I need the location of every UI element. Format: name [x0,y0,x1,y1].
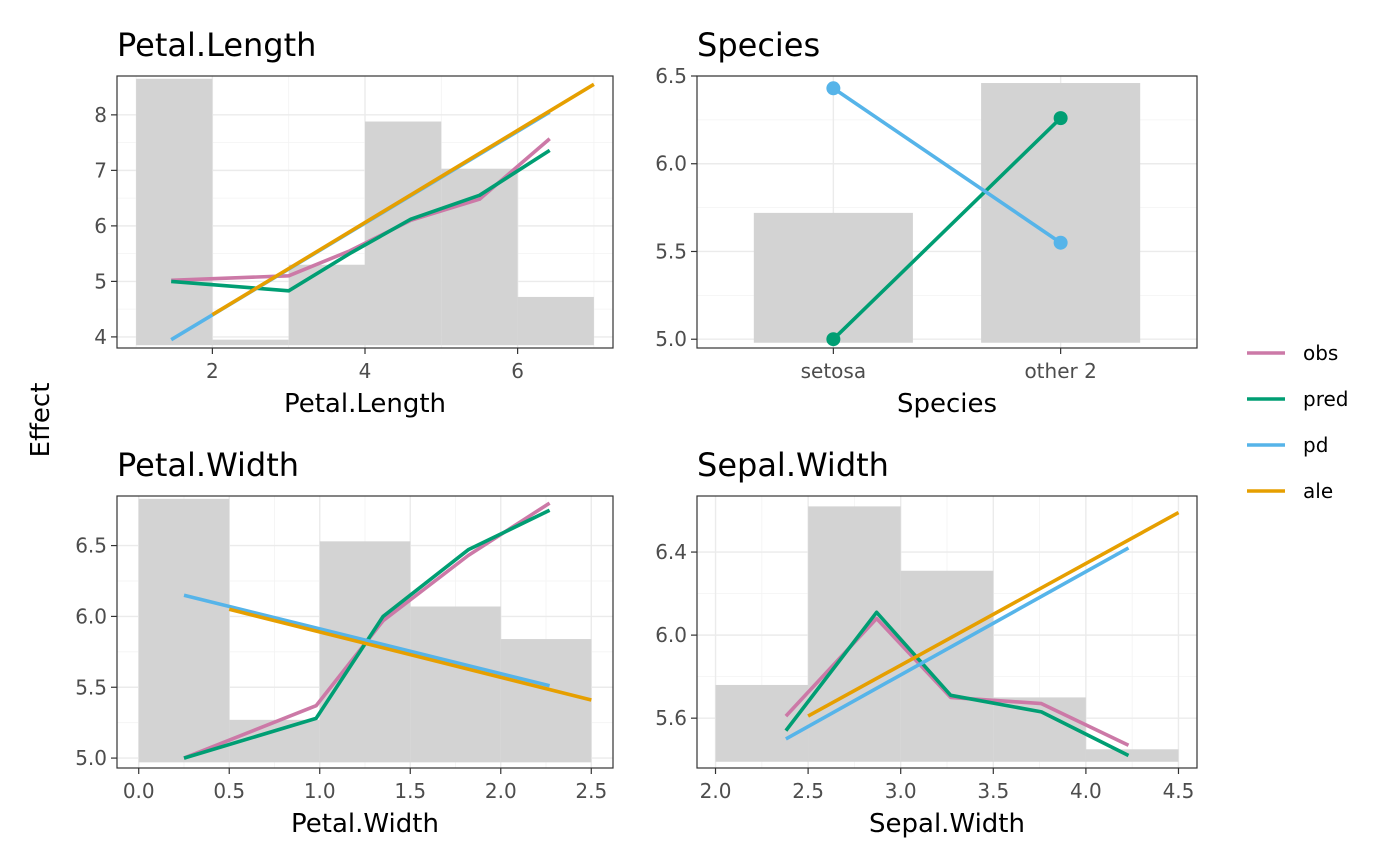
histogram-bar [136,78,213,346]
x-axis-title: Petal.Width [291,809,439,839]
y-tick-label: 6.5 [655,64,687,88]
series-line-pred [784,610,1130,758]
x-tick-label: 1.0 [304,779,336,803]
series-point-pd [1053,235,1068,250]
x-tick-label: 2.5 [792,779,824,803]
bar-other-2 [981,83,1141,343]
series-line-ale [228,607,592,702]
legend: obs pred pd ale [1247,341,1348,503]
y-tick-label: 6.4 [655,540,687,564]
panel-title: Species [697,26,820,64]
x-tick-label: 2.0 [700,779,732,803]
y-tick-label: 5.6 [655,706,687,730]
y-tick-label: 5.5 [75,675,107,699]
x-tick-label: other 2 [1024,359,1096,383]
legend-item-pred: pred [1247,387,1348,411]
panel-border [116,495,614,769]
histogram-bar [288,264,365,346]
x-tick-label: 0.0 [123,779,155,803]
x-tick-label: 0.5 [213,779,245,803]
series-point-pd [826,81,841,96]
panel-petal-width: 5.0 5.5 6.0 6.5 0.0 0.5 1.0 1.5 2.0 2.5 Petal.Widt… [75,446,614,839]
panel-title: Petal.Width [117,446,299,484]
panel-sepal-width: 5.6 6.0 6.4 2.0 2.5 3.0 3.5 4.0 4.5 Sepal.Width Se… [655,446,1198,839]
legend-label-pd: pd [1303,433,1328,457]
histogram-bar [715,684,809,762]
series-line-pd [785,546,1130,741]
x-tick-label: setosa [801,359,866,383]
series-line-ale [211,82,595,317]
x-tick-label: 3.0 [885,779,917,803]
x-axis-title: Sepal.Width [869,809,1025,839]
y-tick-label: 8 [94,103,107,127]
y-tick-label: 7 [94,158,107,182]
histogram-bar [517,296,594,346]
x-tick-label: 2.0 [485,779,517,803]
panel-border [696,495,1198,769]
legend-item-ale: ale [1247,479,1333,503]
y-tick-label: 6.0 [655,152,687,176]
series-line-pd [183,593,551,688]
x-tick-label: 2.5 [575,779,607,803]
x-axis-title: Species [897,389,997,419]
y-tick-label: 4 [94,325,107,349]
series-line-pred [183,508,551,760]
series-point-pred [826,332,841,347]
series-line-ale [807,511,1180,718]
y-tick-label: 6 [94,214,107,238]
y-tick-label: 5.5 [655,239,687,263]
x-tick-label: 4.0 [1070,779,1102,803]
panel-species: 5.0 5.5 6.0 6.5 setosa other 2 Species Species [655,26,1198,419]
x-tick-label: 1.5 [394,779,426,803]
histogram-bar [1085,749,1179,762]
histogram-bar [993,697,1086,762]
histogram-bar [365,121,442,346]
x-axis-title: Petal.Length [284,389,446,419]
x-tick-label: 4 [359,359,372,383]
y-tick-label: 5.0 [655,327,687,351]
x-tick-label: 3.5 [977,779,1009,803]
x-tick-label: 2 [206,359,219,383]
bar-setosa [753,212,913,343]
series-line-pd [832,86,1062,245]
series-point-pred [1053,111,1068,126]
legend-label-pred: pred [1303,387,1348,411]
x-tick-label: 4.5 [1163,779,1195,803]
legend-label-obs: obs [1303,341,1338,365]
panel-border [696,75,1198,349]
panel-title: Sepal.Width [697,446,889,484]
legend-label-ale: ale [1303,479,1333,503]
y-tick-label: 6.0 [75,604,107,628]
y-tick-label: 5 [94,269,107,293]
histogram-bar [500,639,592,763]
y-tick-label: 6.0 [655,623,687,647]
legend-item-pd: pd [1247,433,1328,457]
panel-title: Petal.Length [117,26,316,64]
series-line-pred [171,148,551,293]
histogram-bar [212,339,289,346]
histogram-bar [138,498,230,763]
figure-y-axis-label: Effect [26,383,56,458]
x-tick-label: 6 [511,359,524,383]
series-line-pred [832,116,1062,341]
histogram-bar [410,606,501,763]
histogram-bar [808,506,901,762]
y-tick-label: 6.5 [75,534,107,558]
panel-petal-length: 4 5 6 7 8 2 4 6 Petal.Length Petal.Length [94,26,614,419]
y-tick-label: 5.0 [75,746,107,770]
legend-item-obs: obs [1247,341,1338,365]
